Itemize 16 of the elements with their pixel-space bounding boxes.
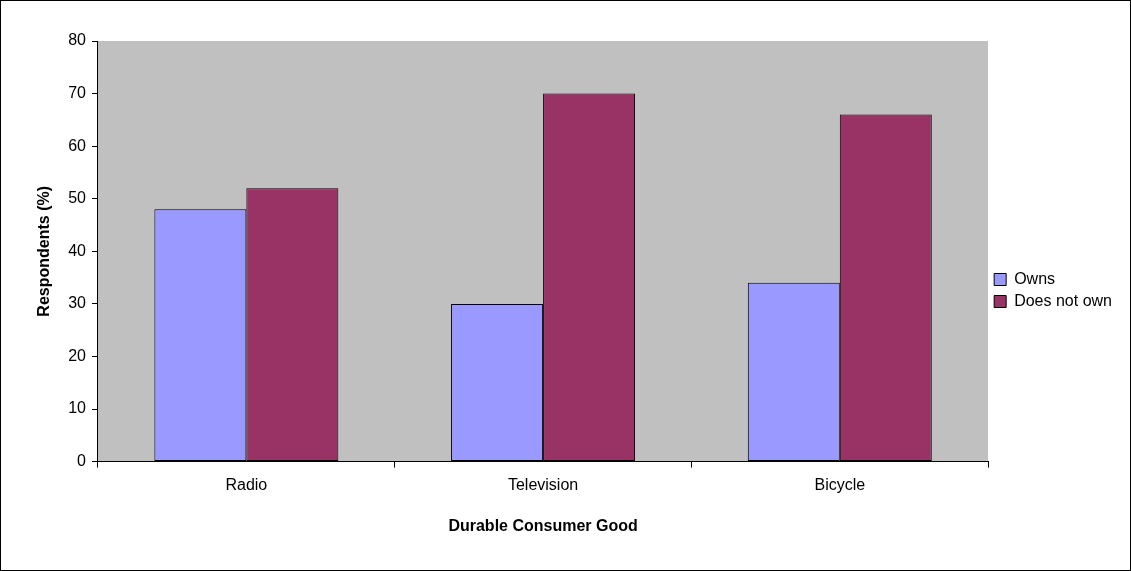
y-tick-label: 70 — [68, 83, 87, 101]
x-tick-label: Radio — [225, 475, 268, 493]
x-tick-label: Television — [507, 475, 579, 493]
y-axis-title: Respondents (%) — [35, 185, 53, 317]
y-tick-label: 40 — [68, 241, 87, 259]
x-axis-title: Durable Consumer Good — [448, 516, 638, 534]
legend-label: Owns — [1014, 269, 1056, 287]
y-tick-label: 0 — [77, 452, 87, 470]
x-tick-label: Bicycle — [814, 475, 866, 493]
y-tick-label: 80 — [68, 31, 87, 49]
y-tick-label: 30 — [68, 294, 87, 312]
y-tick-label: 10 — [68, 399, 87, 417]
legend-label: Does not own — [1014, 291, 1113, 309]
y-tick-label: 50 — [68, 189, 87, 207]
y-tick-label: 20 — [68, 346, 87, 364]
y-tick-label: 60 — [68, 136, 87, 154]
